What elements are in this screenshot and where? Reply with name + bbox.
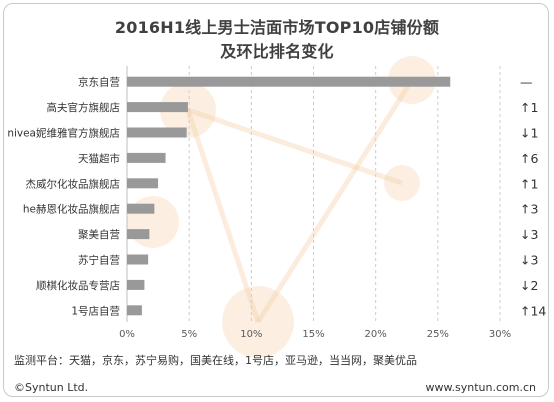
- category-label: nivea妮维雅官方旗舰店: [7, 127, 120, 140]
- rank-change-label: ↑14: [520, 303, 546, 318]
- bar: [127, 76, 451, 87]
- x-tick-label: 15%: [302, 329, 324, 340]
- x-tick-label: 30%: [489, 329, 511, 340]
- rank-change-label: ↑1: [520, 176, 538, 191]
- monitoring-platforms: 监测平台：天猫，京东，苏宁易购，国美在线，1号店，亚马逊，当当网，聚美优品: [14, 354, 417, 367]
- rank-change-label: ↑1: [520, 100, 538, 115]
- category-label: 高夫官方旗舰店: [47, 101, 121, 114]
- rank-change-label: ↑3: [520, 202, 538, 217]
- bar: [127, 178, 159, 189]
- category-label: 1号店自营: [71, 304, 120, 317]
- watermark-line: [185, 109, 261, 323]
- watermark-circle: [222, 286, 294, 358]
- category-label: 杰威尔化妆品旗舰店: [26, 177, 121, 190]
- rank-change-label: ↓3: [520, 227, 538, 242]
- rank-change-label: ↓1: [520, 126, 538, 141]
- x-tick-label: 0%: [119, 329, 135, 340]
- x-tick-label: 25%: [427, 329, 449, 340]
- rank-change-labels: — ↑1 ↓1 ↑6 ↑1 ↑3 ↓3 ↓3 ↓2 ↑14: [520, 75, 546, 319]
- rank-change-label: ↓3: [520, 253, 538, 268]
- watermark-circle: [384, 165, 420, 201]
- bar: [127, 127, 187, 138]
- category-label: 京东自营: [78, 76, 120, 89]
- bar: [127, 254, 149, 265]
- x-tick-label: 10%: [240, 329, 262, 340]
- copyright: ©Syntun Ltd.: [14, 381, 89, 394]
- bar: [127, 203, 155, 214]
- bar: [127, 152, 166, 163]
- x-tick-labels: 0% 5% 10% 15% 20% 25% 30%: [119, 329, 511, 340]
- bar: [127, 229, 150, 240]
- category-label: 天猫超市: [78, 152, 120, 165]
- bar: [127, 279, 145, 290]
- chart-frame: [3, 3, 549, 397]
- category-label: he赫恩化妆品旗舰店: [23, 203, 120, 216]
- grid-lines: [188, 66, 501, 322]
- x-tick-label: 20%: [365, 329, 387, 340]
- watermark-circle: [160, 82, 216, 138]
- category-label: 苏宁自营: [78, 254, 120, 267]
- category-label: 聚美自营: [78, 228, 120, 241]
- category-label: 顺棋化妆品专营店: [36, 279, 120, 292]
- watermark-logo: [127, 56, 436, 358]
- bars: [127, 76, 451, 316]
- website: www.syntun.com.cn: [425, 381, 536, 394]
- watermark-line: [255, 78, 415, 324]
- chart-title-line2: 及环比排名变化: [220, 42, 334, 61]
- chart-title-line1: 2016H1线上男士洁面市场TOP10店铺份额: [114, 18, 440, 37]
- x-tick-label: 5%: [181, 329, 197, 340]
- rank-change-label: ↑6: [520, 151, 538, 166]
- bar: [127, 102, 188, 113]
- rank-change-label: —: [520, 75, 533, 90]
- watermark-line: [187, 107, 403, 186]
- bar: [127, 305, 142, 316]
- rank-change-label: ↓2: [520, 278, 538, 293]
